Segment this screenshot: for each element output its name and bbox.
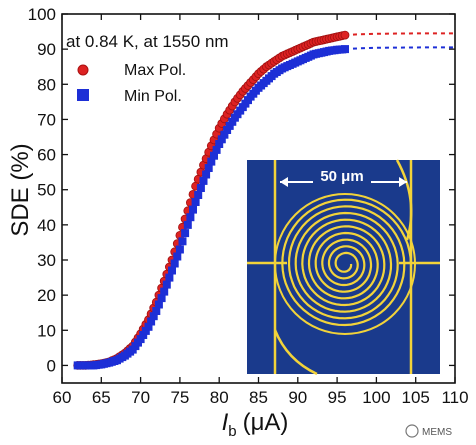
- data-point: [181, 229, 190, 238]
- data-point: [144, 322, 153, 331]
- y-tick-label: 100: [28, 5, 56, 24]
- data-point: [217, 135, 226, 144]
- inset-lead-right: [395, 159, 413, 241]
- data-point: [225, 121, 234, 130]
- data-point: [207, 157, 216, 166]
- data-point: [173, 252, 182, 261]
- fit-line: [344, 32, 456, 37]
- data-point: [340, 30, 350, 40]
- data-point: [160, 287, 169, 296]
- data-series-group: [73, 30, 456, 370]
- x-tick-label: 80: [210, 388, 229, 407]
- y-tick-label: 90: [37, 40, 56, 59]
- y-tick-label: 50: [37, 181, 56, 200]
- data-point: [136, 335, 145, 344]
- watermark-text: MEMS: [422, 427, 452, 438]
- x-tick-label: 70: [131, 388, 150, 407]
- data-point: [162, 280, 171, 289]
- x-axis-subscript: b: [228, 423, 236, 440]
- watermark: MEMS: [405, 424, 452, 438]
- data-point: [210, 151, 218, 160]
- x-axis-unit: (μA): [243, 409, 289, 436]
- y-tick-label: 10: [37, 321, 56, 340]
- y-tick-label: 40: [37, 216, 56, 235]
- inset-outer-ring: [274, 193, 416, 335]
- data-point: [186, 213, 195, 222]
- series-min-pol: [73, 45, 455, 370]
- data-point: [189, 205, 197, 214]
- x-tick-label: 100: [362, 388, 390, 407]
- y-tick-label: 0: [47, 356, 56, 375]
- data-point: [341, 45, 349, 54]
- x-tick-label: 95: [328, 388, 347, 407]
- x-tick-label: 90: [288, 388, 307, 407]
- y-tick-label: 30: [37, 251, 56, 270]
- x-tick-label: 105: [402, 388, 430, 407]
- fit-line: [344, 46, 455, 51]
- legend-marker-min-pol: [77, 89, 89, 101]
- x-axis-symbol: I: [222, 409, 229, 436]
- data-point: [165, 273, 174, 282]
- x-tick-label: 65: [92, 388, 111, 407]
- data-point: [223, 126, 232, 134]
- data-point: [147, 317, 156, 326]
- x-tick-label: 60: [53, 388, 72, 407]
- x-tick-label: 85: [249, 388, 268, 407]
- data-point: [228, 117, 237, 126]
- inset-micrograph: 50 μm: [247, 159, 440, 376]
- data-point: [215, 140, 224, 148]
- watermark-icon: [405, 424, 419, 438]
- data-point: [152, 307, 161, 315]
- y-tick-label: 80: [37, 75, 56, 94]
- data-point: [157, 294, 166, 303]
- data-point: [175, 245, 184, 254]
- data-point: [149, 312, 158, 321]
- data-point: [204, 164, 213, 172]
- data-point: [212, 145, 221, 154]
- legend: Max Pol. Min Pol.: [77, 62, 186, 105]
- inset-scale-label-bg: [313, 167, 371, 185]
- x-axis-title: Ib (μA): [222, 409, 289, 440]
- data-point: [141, 326, 150, 335]
- inset-spiral-nanowire: [281, 198, 413, 327]
- data-point: [191, 198, 200, 206]
- condition-annotation: at 0.84 K, at 1550 nm: [66, 32, 229, 51]
- data-point: [154, 300, 163, 309]
- data-point: [170, 259, 179, 268]
- inset-lead-left: [273, 329, 318, 376]
- data-point: [178, 237, 187, 246]
- inset-scale-arrow-left: [280, 177, 288, 187]
- data-point: [202, 170, 211, 179]
- y-axis-title: SDE (%): [7, 143, 34, 236]
- y-tick-label: 60: [37, 146, 56, 165]
- legend-label-min-pol: Min Pol.: [124, 88, 182, 105]
- x-tick-label: 110: [441, 388, 468, 407]
- inset-scale-arrow-right: [399, 177, 407, 187]
- data-point: [183, 220, 192, 229]
- data-point: [199, 176, 208, 185]
- data-point: [139, 331, 148, 339]
- data-point: [220, 130, 229, 139]
- data-point: [196, 184, 205, 192]
- data-point: [194, 191, 203, 199]
- y-tick-label: 20: [37, 286, 56, 305]
- data-point: [168, 266, 176, 275]
- x-tick-label: 75: [170, 388, 189, 407]
- legend-marker-max-pol: [77, 64, 89, 76]
- inset-scale-label: 50 μm: [320, 168, 363, 185]
- axes-group: 60 65 70 75 80 85 90 95 100 105 110 0 10 20 30 40 50 60 70…: [28, 5, 469, 407]
- legend-label-max-pol: Max Pol.: [124, 62, 186, 79]
- y-tick-label: 70: [37, 110, 56, 129]
